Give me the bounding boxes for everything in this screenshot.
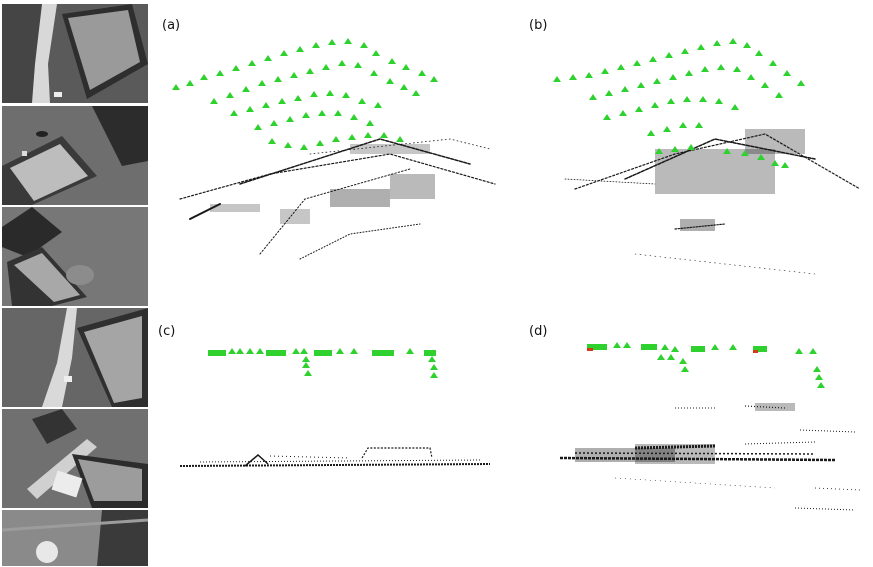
panel-a-plot [172, 38, 496, 260]
aerial-thumbnail-4 [2, 308, 148, 407]
panel-label-a: (a) [162, 18, 181, 33]
panel-c: (c) [150, 308, 510, 566]
camera-tips-d [587, 348, 758, 353]
panel-d-plot [559, 342, 861, 511]
camera-markers-c [208, 348, 438, 378]
panel-d: (d) [515, 308, 871, 566]
panel-b-plot [553, 38, 861, 275]
point-cloud-a-scatter [210, 144, 435, 224]
panel-a: (a) [150, 4, 510, 300]
point-cloud-d [559, 405, 861, 511]
panel-label-c: (c) [158, 324, 176, 339]
aerial-thumbnail-6 [2, 510, 148, 566]
aerial-thumbnail-1 [2, 4, 148, 103]
panel-label-d: (d) [529, 324, 548, 339]
panel-b: (b) [515, 4, 871, 300]
aerial-thumbnail-5 [2, 409, 148, 508]
panel-c-plot [179, 348, 491, 467]
aerial-thumbnail-strip [2, 4, 148, 566]
point-cloud-a [179, 138, 496, 260]
camera-markers-a [172, 38, 438, 150]
aerial-thumbnail-2 [2, 106, 148, 205]
point-cloud-b-scatter [655, 129, 805, 231]
panel-label-b: (b) [529, 18, 548, 33]
camera-markers-d [587, 342, 825, 388]
point-cloud-c [179, 447, 491, 467]
point-cloud-d-scatter [575, 403, 795, 464]
point-cloud-b [564, 133, 861, 275]
camera-markers-b [553, 38, 805, 168]
aerial-thumbnail-3 [2, 207, 148, 306]
